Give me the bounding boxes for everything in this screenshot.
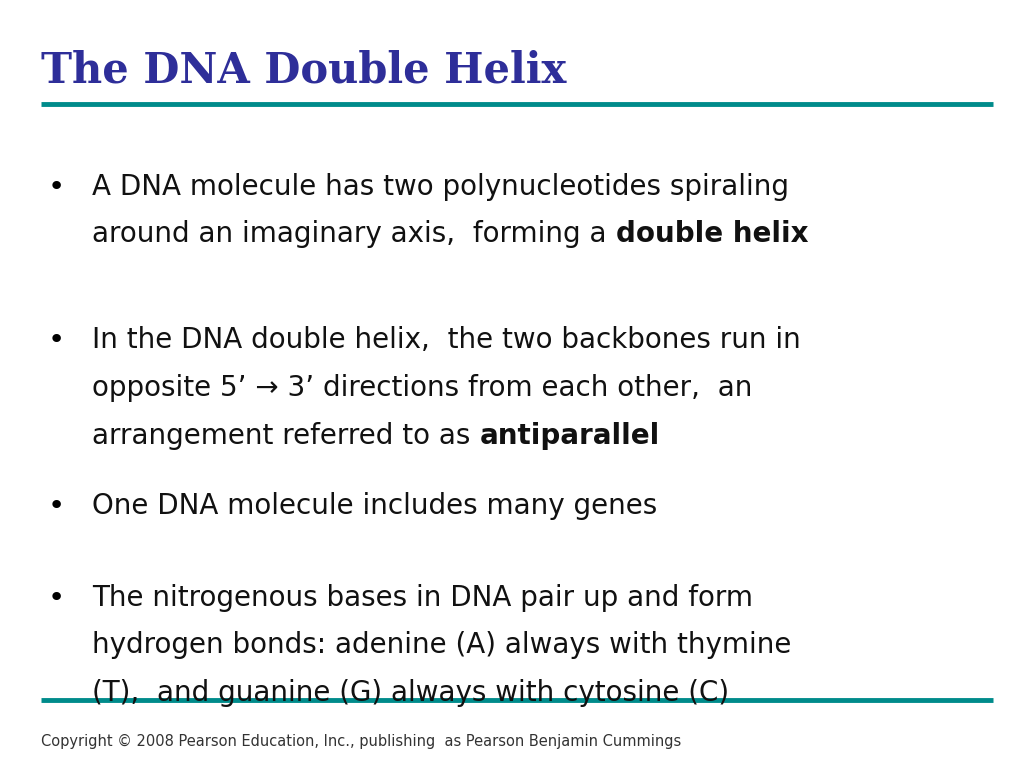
Text: A DNA molecule has two polynucleotides spiraling: A DNA molecule has two polynucleotides s… bbox=[92, 173, 790, 200]
Text: arrangement referred to as: arrangement referred to as bbox=[92, 422, 479, 449]
Text: hydrogen bonds: adenine (A) always with thymine: hydrogen bonds: adenine (A) always with … bbox=[92, 631, 792, 659]
Text: The nitrogenous bases in DNA pair up and form: The nitrogenous bases in DNA pair up and… bbox=[92, 584, 754, 611]
Text: (T),  and guanine (G) always with cytosine (C): (T), and guanine (G) always with cytosin… bbox=[92, 679, 729, 707]
Text: double helix: double helix bbox=[615, 220, 808, 248]
Text: •: • bbox=[48, 584, 65, 611]
Text: In the DNA double helix,  the two backbones run in: In the DNA double helix, the two backbon… bbox=[92, 326, 801, 354]
Text: opposite 5’ → 3’ directions from each other,  an: opposite 5’ → 3’ directions from each ot… bbox=[92, 374, 753, 402]
Text: •: • bbox=[48, 326, 65, 354]
Text: antiparallel: antiparallel bbox=[479, 422, 659, 449]
Text: One DNA molecule includes many genes: One DNA molecule includes many genes bbox=[92, 492, 657, 519]
Text: The DNA Double Helix: The DNA Double Helix bbox=[41, 50, 566, 92]
Text: Copyright © 2008 Pearson Education, Inc., publishing  as Pearson Benjamin Cummin: Copyright © 2008 Pearson Education, Inc.… bbox=[41, 733, 681, 749]
Text: •: • bbox=[48, 173, 65, 200]
Text: around an imaginary axis,  forming a: around an imaginary axis, forming a bbox=[92, 220, 615, 248]
Text: •: • bbox=[48, 492, 65, 519]
